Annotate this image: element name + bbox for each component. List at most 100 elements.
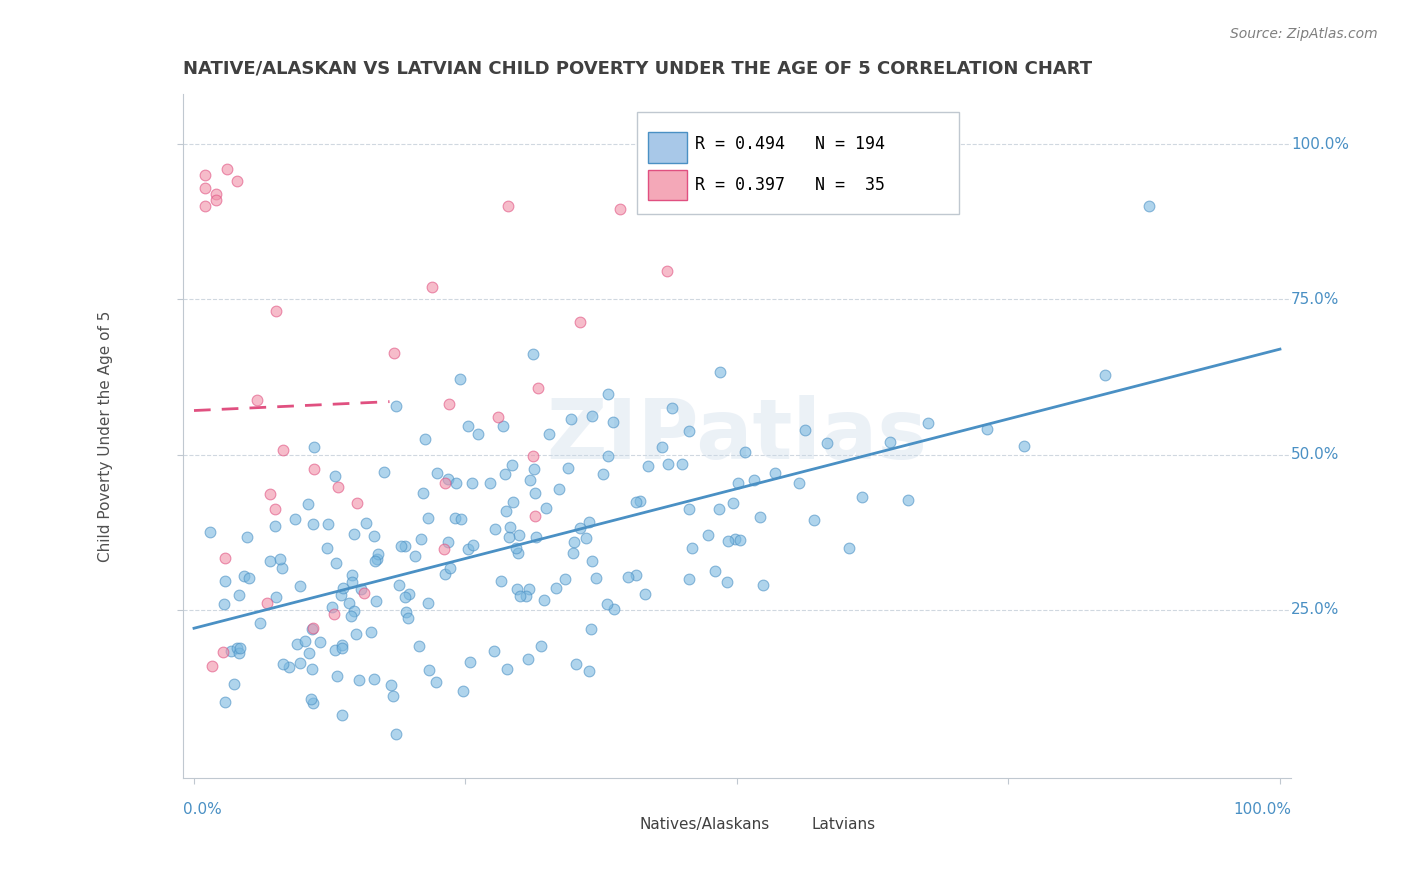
Point (461, 538, 484, 552)
Point (278, 660, 301, 674)
Text: 100.0%: 100.0% (1291, 136, 1348, 152)
Point (214, 551, 236, 566)
Point (458, 655, 481, 669)
Point (671, 457, 693, 471)
Point (721, 495, 744, 509)
Point (560, 412, 582, 426)
Point (557, 461, 579, 475)
Point (271, 443, 294, 458)
Point (395, 605, 418, 619)
Point (321, 600, 343, 615)
Point (271, 561, 294, 575)
Point (301, 516, 323, 531)
Point (793, 423, 815, 437)
Point (212, 597, 235, 611)
Point (425, 675, 447, 690)
Point (228, 646, 250, 660)
Point (491, 574, 513, 588)
Point (537, 427, 560, 442)
Point (344, 627, 367, 641)
Point (544, 581, 567, 595)
Point (578, 515, 600, 529)
Point (434, 475, 457, 490)
Point (569, 315, 592, 329)
Point (734, 444, 756, 458)
Point (749, 509, 772, 524)
Point (709, 365, 731, 379)
Point (628, 494, 651, 508)
Point (330, 638, 353, 652)
Point (269, 551, 291, 566)
Point (565, 657, 588, 671)
Text: R = 0.397   N =  35: R = 0.397 N = 35 (695, 177, 884, 194)
Point (416, 596, 439, 610)
Point (315, 541, 337, 556)
Point (412, 486, 434, 500)
Point (389, 540, 412, 554)
Point (508, 528, 530, 542)
Point (350, 582, 373, 596)
Point (579, 622, 602, 636)
Point (434, 566, 457, 581)
Point (524, 530, 547, 544)
Point (534, 500, 557, 515)
Point (617, 570, 640, 584)
Point (364, 593, 387, 607)
Text: Latvians: Latvians (811, 817, 876, 832)
Point (353, 585, 375, 599)
Point (879, 435, 901, 450)
Point (354, 516, 377, 530)
Point (439, 397, 461, 411)
Point (516, 652, 538, 666)
Point (575, 531, 598, 545)
Point (655, 264, 678, 278)
Point (486, 409, 509, 424)
Point (838, 541, 860, 556)
Point (294, 633, 316, 648)
Point (1137, 199, 1160, 213)
Point (495, 504, 517, 518)
Point (678, 424, 700, 438)
Point (420, 279, 443, 293)
Point (697, 527, 720, 541)
Point (215, 161, 238, 176)
Point (299, 691, 322, 706)
FancyBboxPatch shape (637, 112, 959, 214)
Point (596, 597, 619, 611)
Point (657, 458, 679, 472)
Text: NATIVE/ALASKAN VS LATVIAN CHILD POVERTY UNDER THE AGE OF 5 CORRELATION CHART: NATIVE/ALASKAN VS LATVIAN CHILD POVERTY … (183, 60, 1092, 78)
Point (340, 575, 363, 590)
Point (742, 473, 765, 487)
Point (363, 672, 385, 686)
Point (226, 174, 249, 188)
Point (499, 519, 522, 533)
Point (366, 552, 388, 566)
Text: 100.0%: 100.0% (1233, 802, 1291, 817)
Point (385, 727, 408, 741)
Point (302, 440, 325, 454)
Point (449, 372, 471, 386)
Point (329, 588, 352, 602)
Point (596, 387, 619, 401)
Point (562, 535, 585, 549)
Point (232, 569, 254, 583)
Point (301, 662, 323, 676)
Point (976, 421, 998, 435)
Point (323, 607, 346, 621)
Point (585, 570, 607, 584)
FancyBboxPatch shape (648, 132, 688, 162)
Point (394, 539, 416, 553)
Point (578, 664, 600, 678)
Point (297, 497, 319, 511)
Point (484, 644, 506, 658)
Point (228, 588, 250, 602)
Point (332, 582, 354, 596)
Point (517, 582, 540, 597)
Point (332, 640, 354, 655)
Point (602, 601, 624, 615)
Point (204, 193, 226, 207)
Point (404, 549, 426, 563)
Text: Natives/Alaskans: Natives/Alaskans (640, 817, 769, 832)
Point (259, 487, 281, 501)
Point (439, 561, 461, 575)
